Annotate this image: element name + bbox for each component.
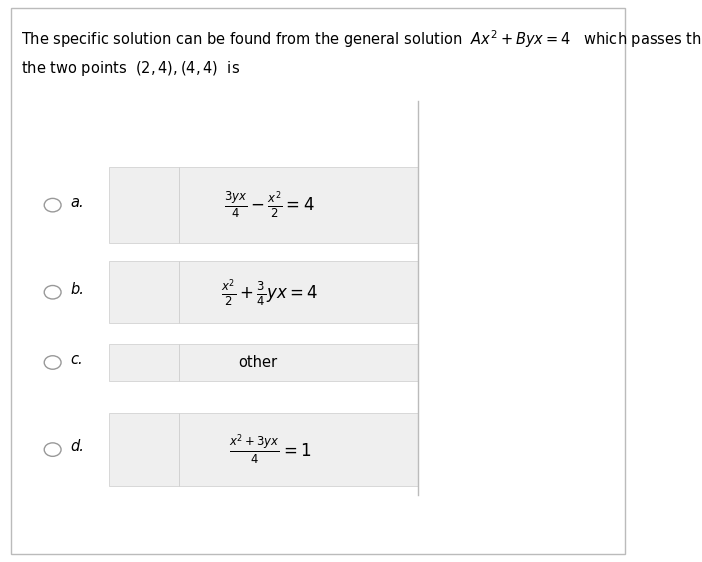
Bar [109, 344, 179, 381]
Bar [11, 8, 625, 554]
Bar [109, 261, 179, 323]
Text: The specific solution can be found from the general solution  $Ax^2 + Byx = 4$  : The specific solution can be found from … [21, 28, 702, 50]
Text: $\frac{3yx}{4} - \frac{x^2}{2} = 4$: $\frac{3yx}{4} - \frac{x^2}{2} = 4$ [225, 190, 315, 220]
Bar [109, 413, 179, 486]
Text: $\frac{x^2}{2} + \frac{3}{4}yx = 4$: $\frac{x^2}{2} + \frac{3}{4}yx = 4$ [221, 277, 318, 307]
Text: c.: c. [70, 352, 83, 367]
Bar [109, 167, 179, 243]
Bar [179, 413, 418, 486]
Text: d.: d. [70, 439, 84, 454]
Text: b.: b. [70, 282, 84, 297]
Text: a.: a. [70, 195, 84, 210]
Bar [179, 344, 418, 381]
Text: the two points  $(2,4),(4,4)$  is: the two points $(2,4),(4,4)$ is [21, 59, 240, 78]
Bar [179, 167, 418, 243]
Text: $\frac{x^2 + 3yx}{4} = 1$: $\frac{x^2 + 3yx}{4} = 1$ [229, 433, 311, 466]
Bar [179, 261, 418, 323]
Text: other: other [239, 355, 278, 370]
